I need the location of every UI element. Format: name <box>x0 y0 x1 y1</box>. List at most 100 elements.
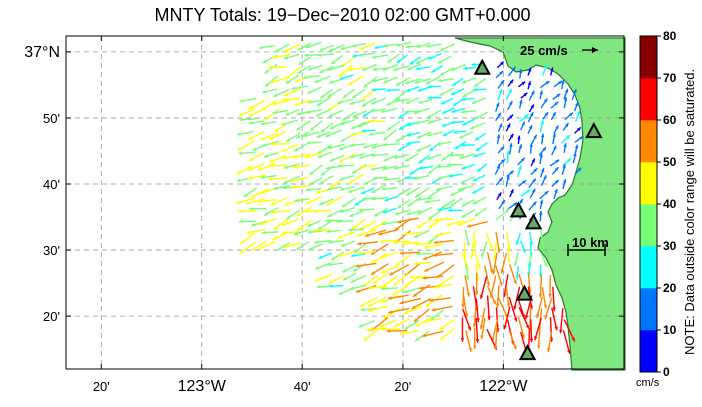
current-vector-head <box>361 103 366 107</box>
current-vector-head <box>366 328 371 332</box>
current-vector-head <box>417 88 422 92</box>
current-vector-head <box>329 125 334 130</box>
current-vector-head <box>272 236 277 240</box>
current-vector-head <box>382 210 387 214</box>
current-vector-head <box>527 81 532 86</box>
current-vector-head <box>370 260 375 264</box>
current-vector-head <box>236 178 241 183</box>
current-vector-head <box>270 202 275 206</box>
current-vector-head <box>424 319 429 323</box>
current-vector-head <box>329 158 334 162</box>
current-vector-head <box>429 298 433 302</box>
current-vector-head <box>434 233 439 237</box>
current-vector-head <box>521 121 525 126</box>
current-vector-head <box>240 240 245 244</box>
radar-site-marker <box>585 122 603 139</box>
current-vector-head <box>319 201 324 206</box>
current-vector-head <box>314 240 319 244</box>
current-vector-head <box>393 281 398 286</box>
current-vector-head <box>363 337 368 341</box>
current-vector-head <box>381 187 386 191</box>
current-vector-head <box>397 219 402 224</box>
current-vector-head <box>328 113 333 117</box>
current-vector <box>518 307 530 330</box>
current-vector-head <box>236 170 241 175</box>
current-vector-head <box>499 70 504 75</box>
current-vector-head <box>547 348 551 353</box>
current-vector-head <box>407 133 412 137</box>
current-vector-head <box>359 164 364 169</box>
current-vector-head <box>473 177 478 182</box>
current-vector-head <box>283 56 288 60</box>
current-vector-head <box>436 142 441 146</box>
current-vector-head <box>352 114 357 118</box>
current-vector-head <box>414 242 419 246</box>
current-vector-head <box>409 275 414 280</box>
current-vector-head <box>439 71 444 76</box>
current-vector-head <box>342 269 347 273</box>
current-vector-head <box>457 222 462 226</box>
colorbar-swatch <box>640 246 657 289</box>
current-vector-head <box>433 285 438 289</box>
current-vector-head <box>383 136 388 141</box>
current-vector-head <box>405 282 410 287</box>
current-vector-head <box>548 293 552 298</box>
current-vector-head <box>576 127 581 132</box>
current-vector-head <box>238 151 243 155</box>
current-vector-head <box>359 155 364 159</box>
current-vector-head <box>329 80 334 84</box>
current-vector-head <box>413 110 418 115</box>
current-vector-head <box>382 221 386 226</box>
colorbar-swatch <box>640 330 657 373</box>
current-vector-head <box>315 113 320 117</box>
current-vector-head <box>352 170 357 174</box>
current-vector-head <box>495 303 500 308</box>
current-vector-head <box>554 188 558 193</box>
current-vector-head <box>426 114 431 118</box>
current-vector-head <box>576 110 581 115</box>
current-vector-head <box>339 209 344 213</box>
scale-arrow-label: 25 cm/s <box>520 43 568 58</box>
current-vector-head <box>405 80 410 85</box>
current-vector-head <box>406 88 411 92</box>
current-vector-head <box>424 245 428 250</box>
current-vector <box>503 306 511 330</box>
current-vector-head <box>342 117 347 121</box>
current-vector-head <box>428 215 433 220</box>
current-vector <box>559 308 564 334</box>
current-vector-head <box>441 123 446 127</box>
current-vector-head <box>325 166 330 170</box>
current-vector-head <box>249 206 254 211</box>
current-vector-head <box>454 145 459 150</box>
colorbar-tick-label: 70 <box>663 71 677 85</box>
current-vector-head <box>319 69 324 73</box>
current-vector-head <box>239 99 244 103</box>
current-vector-head <box>413 318 418 322</box>
current-vector-head <box>419 286 423 290</box>
current-vector-head <box>398 126 403 130</box>
current-vector-head <box>467 326 471 331</box>
current-vector <box>497 297 509 319</box>
current-vector-head <box>524 315 529 320</box>
current-vector <box>399 297 421 305</box>
current-vector-head <box>392 240 397 244</box>
current-vector-head <box>363 145 368 149</box>
current-vector-head <box>492 300 496 305</box>
current-vector-head <box>461 214 466 218</box>
current-vector-head <box>380 327 385 331</box>
current-vector-head <box>349 213 354 217</box>
radar-site-marker <box>509 201 528 218</box>
current-vector-head <box>371 197 376 201</box>
current-vector-head <box>473 87 478 92</box>
current-vector-head <box>463 66 467 71</box>
current-vector-head <box>459 155 464 160</box>
current-vector-head <box>542 147 546 152</box>
current-vector-head <box>371 88 376 92</box>
current-vector-head <box>340 138 345 142</box>
current-vector-head <box>497 192 502 197</box>
map-title: MNTY Totals: 19−Dec−2010 02:00 GMT+0.000 <box>154 5 531 25</box>
current-vector-head <box>473 83 478 87</box>
current-vector <box>464 275 470 297</box>
current-vector-head <box>435 187 440 191</box>
